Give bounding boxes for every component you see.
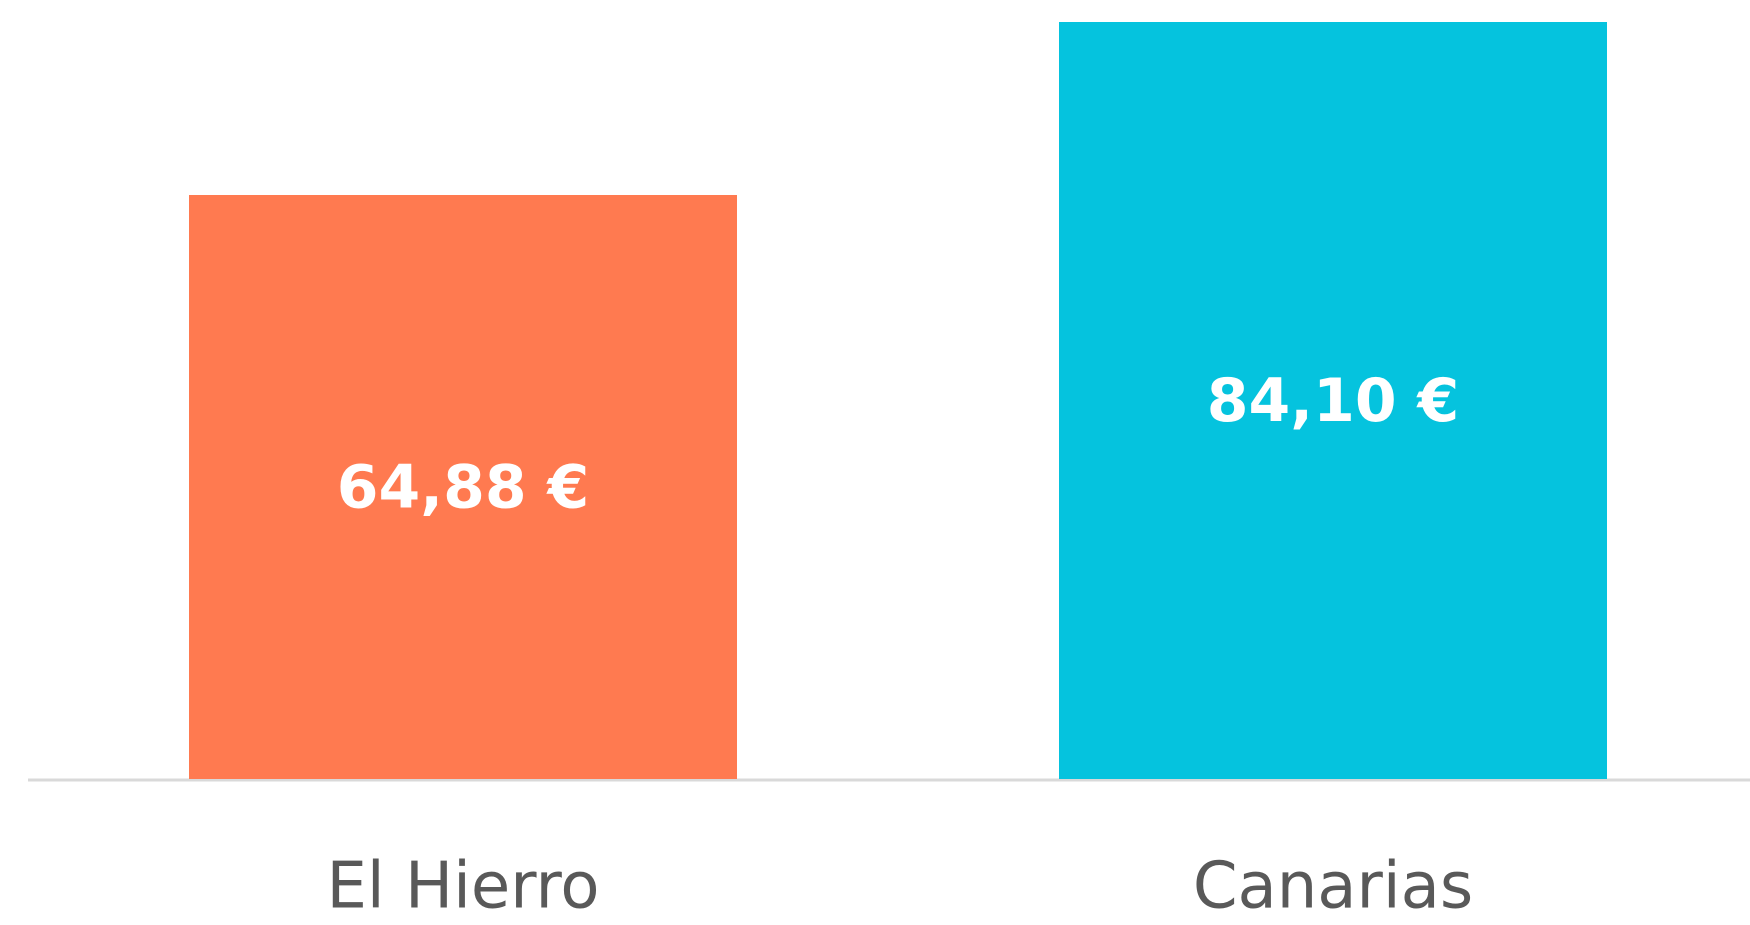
x-tick-label: Canarias [1193,850,1473,924]
value-label: 84,10 € [1207,366,1459,436]
x-tick-label: El Hierro [326,850,599,924]
bar [1059,22,1607,779]
bar [189,195,737,779]
value-label: 64,88 € [337,453,589,523]
